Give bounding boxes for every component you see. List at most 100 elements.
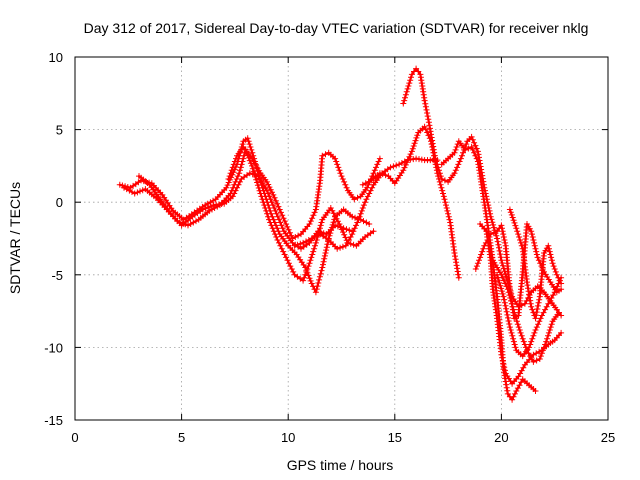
data-point bbox=[424, 110, 431, 116]
data-point bbox=[306, 221, 313, 227]
data-point bbox=[360, 202, 367, 209]
data-point bbox=[275, 203, 282, 210]
data-point bbox=[531, 239, 538, 246]
data-point bbox=[452, 167, 459, 174]
data-point bbox=[421, 97, 428, 104]
data-point bbox=[303, 268, 310, 275]
data-point bbox=[437, 173, 444, 180]
data-point bbox=[231, 190, 238, 197]
data-point bbox=[558, 329, 565, 336]
data-point bbox=[409, 145, 416, 152]
data-point bbox=[400, 167, 407, 174]
data-point bbox=[330, 219, 337, 226]
data-point bbox=[499, 290, 506, 297]
data-point bbox=[229, 193, 236, 200]
data-point bbox=[340, 229, 346, 236]
data-point bbox=[272, 197, 279, 204]
data-point bbox=[402, 91, 409, 98]
y-tick-label: -15 bbox=[44, 413, 63, 428]
data-point bbox=[256, 187, 263, 194]
data-point bbox=[543, 338, 550, 345]
data-point bbox=[312, 242, 318, 249]
data-point bbox=[334, 161, 341, 168]
data-point bbox=[502, 239, 509, 246]
data-point bbox=[245, 138, 252, 145]
data-point bbox=[505, 318, 512, 324]
data-point bbox=[511, 341, 518, 348]
data-point bbox=[507, 209, 514, 216]
data-point bbox=[511, 219, 518, 226]
data-point bbox=[257, 190, 264, 197]
data-point bbox=[321, 252, 328, 259]
data-point bbox=[307, 257, 314, 264]
data-point bbox=[354, 219, 361, 226]
data-point bbox=[533, 312, 540, 319]
data-point bbox=[283, 254, 290, 261]
data-point bbox=[311, 245, 318, 252]
data-point bbox=[244, 135, 251, 142]
data-point bbox=[422, 100, 429, 107]
y-tick-label: -5 bbox=[51, 268, 63, 283]
data-point bbox=[356, 213, 363, 220]
data-point bbox=[237, 164, 244, 171]
data-point bbox=[308, 254, 315, 261]
data-point bbox=[126, 187, 133, 194]
data-point bbox=[546, 245, 552, 252]
data-point bbox=[333, 158, 340, 165]
data-point bbox=[542, 341, 549, 348]
data-point bbox=[433, 158, 440, 165]
data-point bbox=[487, 245, 494, 252]
data-point bbox=[401, 97, 408, 104]
data-point bbox=[485, 237, 492, 243]
data-point bbox=[473, 263, 480, 270]
data-point bbox=[340, 225, 347, 232]
data-point bbox=[478, 251, 485, 258]
data-point bbox=[280, 248, 287, 255]
data-point bbox=[288, 266, 295, 272]
data-point bbox=[506, 321, 513, 327]
data-point bbox=[404, 159, 410, 166]
data-point bbox=[510, 338, 517, 345]
data-point bbox=[318, 267, 325, 274]
data-point bbox=[354, 194, 361, 201]
data-point bbox=[510, 217, 517, 224]
data-point bbox=[272, 231, 279, 238]
data-point bbox=[254, 179, 261, 186]
data-point bbox=[532, 327, 539, 333]
data-point bbox=[440, 193, 447, 200]
data-point bbox=[294, 241, 301, 248]
data-point bbox=[512, 222, 519, 229]
data-point bbox=[360, 218, 367, 225]
data-point bbox=[236, 178, 243, 185]
data-point bbox=[276, 216, 283, 223]
data-point bbox=[290, 268, 297, 275]
data-point bbox=[284, 223, 291, 230]
data-point bbox=[530, 358, 537, 365]
data-point bbox=[453, 144, 460, 150]
data-point bbox=[498, 351, 505, 358]
data-point bbox=[229, 164, 236, 171]
data-point bbox=[441, 177, 448, 184]
data-point bbox=[489, 254, 496, 261]
data-point bbox=[558, 286, 565, 293]
data-point bbox=[352, 214, 358, 221]
data-point bbox=[479, 248, 486, 255]
data-point bbox=[312, 239, 319, 246]
data-point bbox=[502, 367, 508, 374]
data-point bbox=[436, 170, 443, 177]
data-point bbox=[269, 225, 276, 232]
data-point bbox=[255, 185, 262, 191]
data-point bbox=[233, 155, 239, 162]
data-point bbox=[422, 126, 429, 133]
data-point bbox=[267, 196, 274, 203]
data-point bbox=[281, 218, 288, 225]
data-point bbox=[278, 209, 284, 216]
data-point bbox=[276, 239, 282, 246]
data-point bbox=[527, 341, 534, 348]
data-point bbox=[505, 314, 511, 321]
data-point bbox=[496, 280, 503, 286]
data-point bbox=[441, 196, 448, 203]
data-point bbox=[357, 210, 364, 217]
data-point bbox=[536, 318, 543, 325]
data-point bbox=[545, 242, 552, 249]
